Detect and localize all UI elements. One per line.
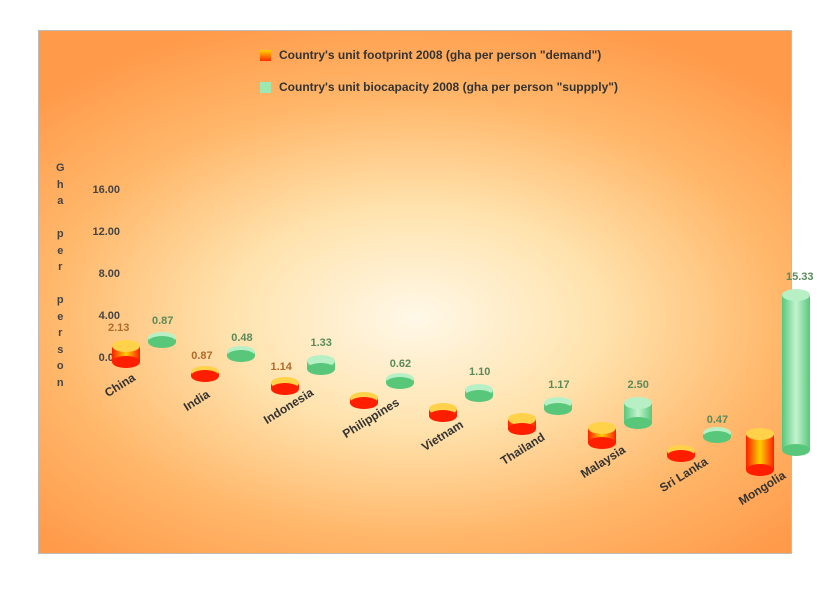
cylinder-cap-top — [624, 397, 652, 409]
bar-biocapacity — [703, 427, 731, 443]
bar-footprint — [350, 392, 378, 409]
value-label: 0.87 — [152, 315, 173, 327]
cylinder-cap-bottom — [148, 336, 176, 348]
cylinder-cap-bottom — [465, 390, 493, 402]
bar-biocapacity — [624, 397, 652, 429]
bar-footprint — [112, 340, 140, 368]
value-label: 15.33 — [786, 271, 814, 283]
cylinder-cap-bottom — [112, 356, 140, 368]
legend-item: Country's unit biocapacity 2008 (gha per… — [260, 80, 618, 94]
cylinder-cap-bottom — [227, 350, 255, 362]
value-label: 2.13 — [108, 322, 129, 334]
bar-biocapacity — [465, 384, 493, 402]
value-label: 0.62 — [390, 358, 411, 370]
bar-footprint — [429, 403, 457, 422]
bar-biocapacity — [782, 289, 810, 456]
legend: Country's unit footprint 2008 (gha per p… — [250, 38, 628, 100]
bar-footprint — [508, 413, 536, 436]
value-label: 1.10 — [469, 366, 490, 378]
legend-label: Country's unit biocapacity 2008 (gha per… — [279, 80, 618, 94]
yaxis-label: Gha per person — [56, 160, 65, 391]
cylinder-cap-bottom — [703, 431, 731, 443]
ytick: 12.00 — [80, 226, 120, 238]
value-label: 0.48 — [231, 332, 252, 344]
ytick: 4.00 — [80, 310, 120, 322]
bar-biocapacity — [307, 355, 335, 375]
bar-biocapacity — [386, 373, 414, 389]
bar-footprint — [588, 422, 616, 449]
legend-label: Country's unit footprint 2008 (gha per p… — [279, 48, 601, 62]
bar-footprint — [271, 377, 299, 395]
legend-swatch — [260, 50, 271, 61]
value-label: 1.33 — [311, 337, 332, 349]
cylinder-cap-bottom — [544, 403, 572, 415]
cylinder-cap-top — [588, 422, 616, 434]
value-label: 1.17 — [548, 379, 569, 391]
legend-item: Country's unit footprint 2008 (gha per p… — [260, 48, 618, 62]
cylinder-cap-bottom — [386, 377, 414, 389]
bar-footprint — [191, 366, 219, 382]
bar-biocapacity — [148, 332, 176, 348]
bar-biocapacity — [227, 346, 255, 362]
cylinder-cap-bottom — [191, 370, 219, 382]
value-label: 0.47 — [707, 414, 728, 426]
cylinder-cap-top — [112, 340, 140, 352]
value-label: 1.14 — [271, 361, 292, 373]
value-label: 0.87 — [191, 350, 212, 362]
value-label: 2.50 — [628, 379, 649, 391]
cylinder-cap-bottom — [624, 417, 652, 429]
cylinder-cap-top — [746, 428, 774, 440]
cylinder-cap-top — [782, 289, 810, 301]
bar-biocapacity — [544, 397, 572, 415]
legend-swatch — [260, 82, 271, 93]
bar-footprint — [667, 445, 695, 463]
ytick: 16.00 — [80, 184, 120, 196]
bar-footprint — [746, 428, 774, 476]
cylinder-cap-bottom — [307, 363, 335, 375]
ytick: 8.00 — [80, 268, 120, 280]
cylinder-body — [782, 295, 810, 450]
cylinder-cap-bottom — [782, 444, 810, 456]
